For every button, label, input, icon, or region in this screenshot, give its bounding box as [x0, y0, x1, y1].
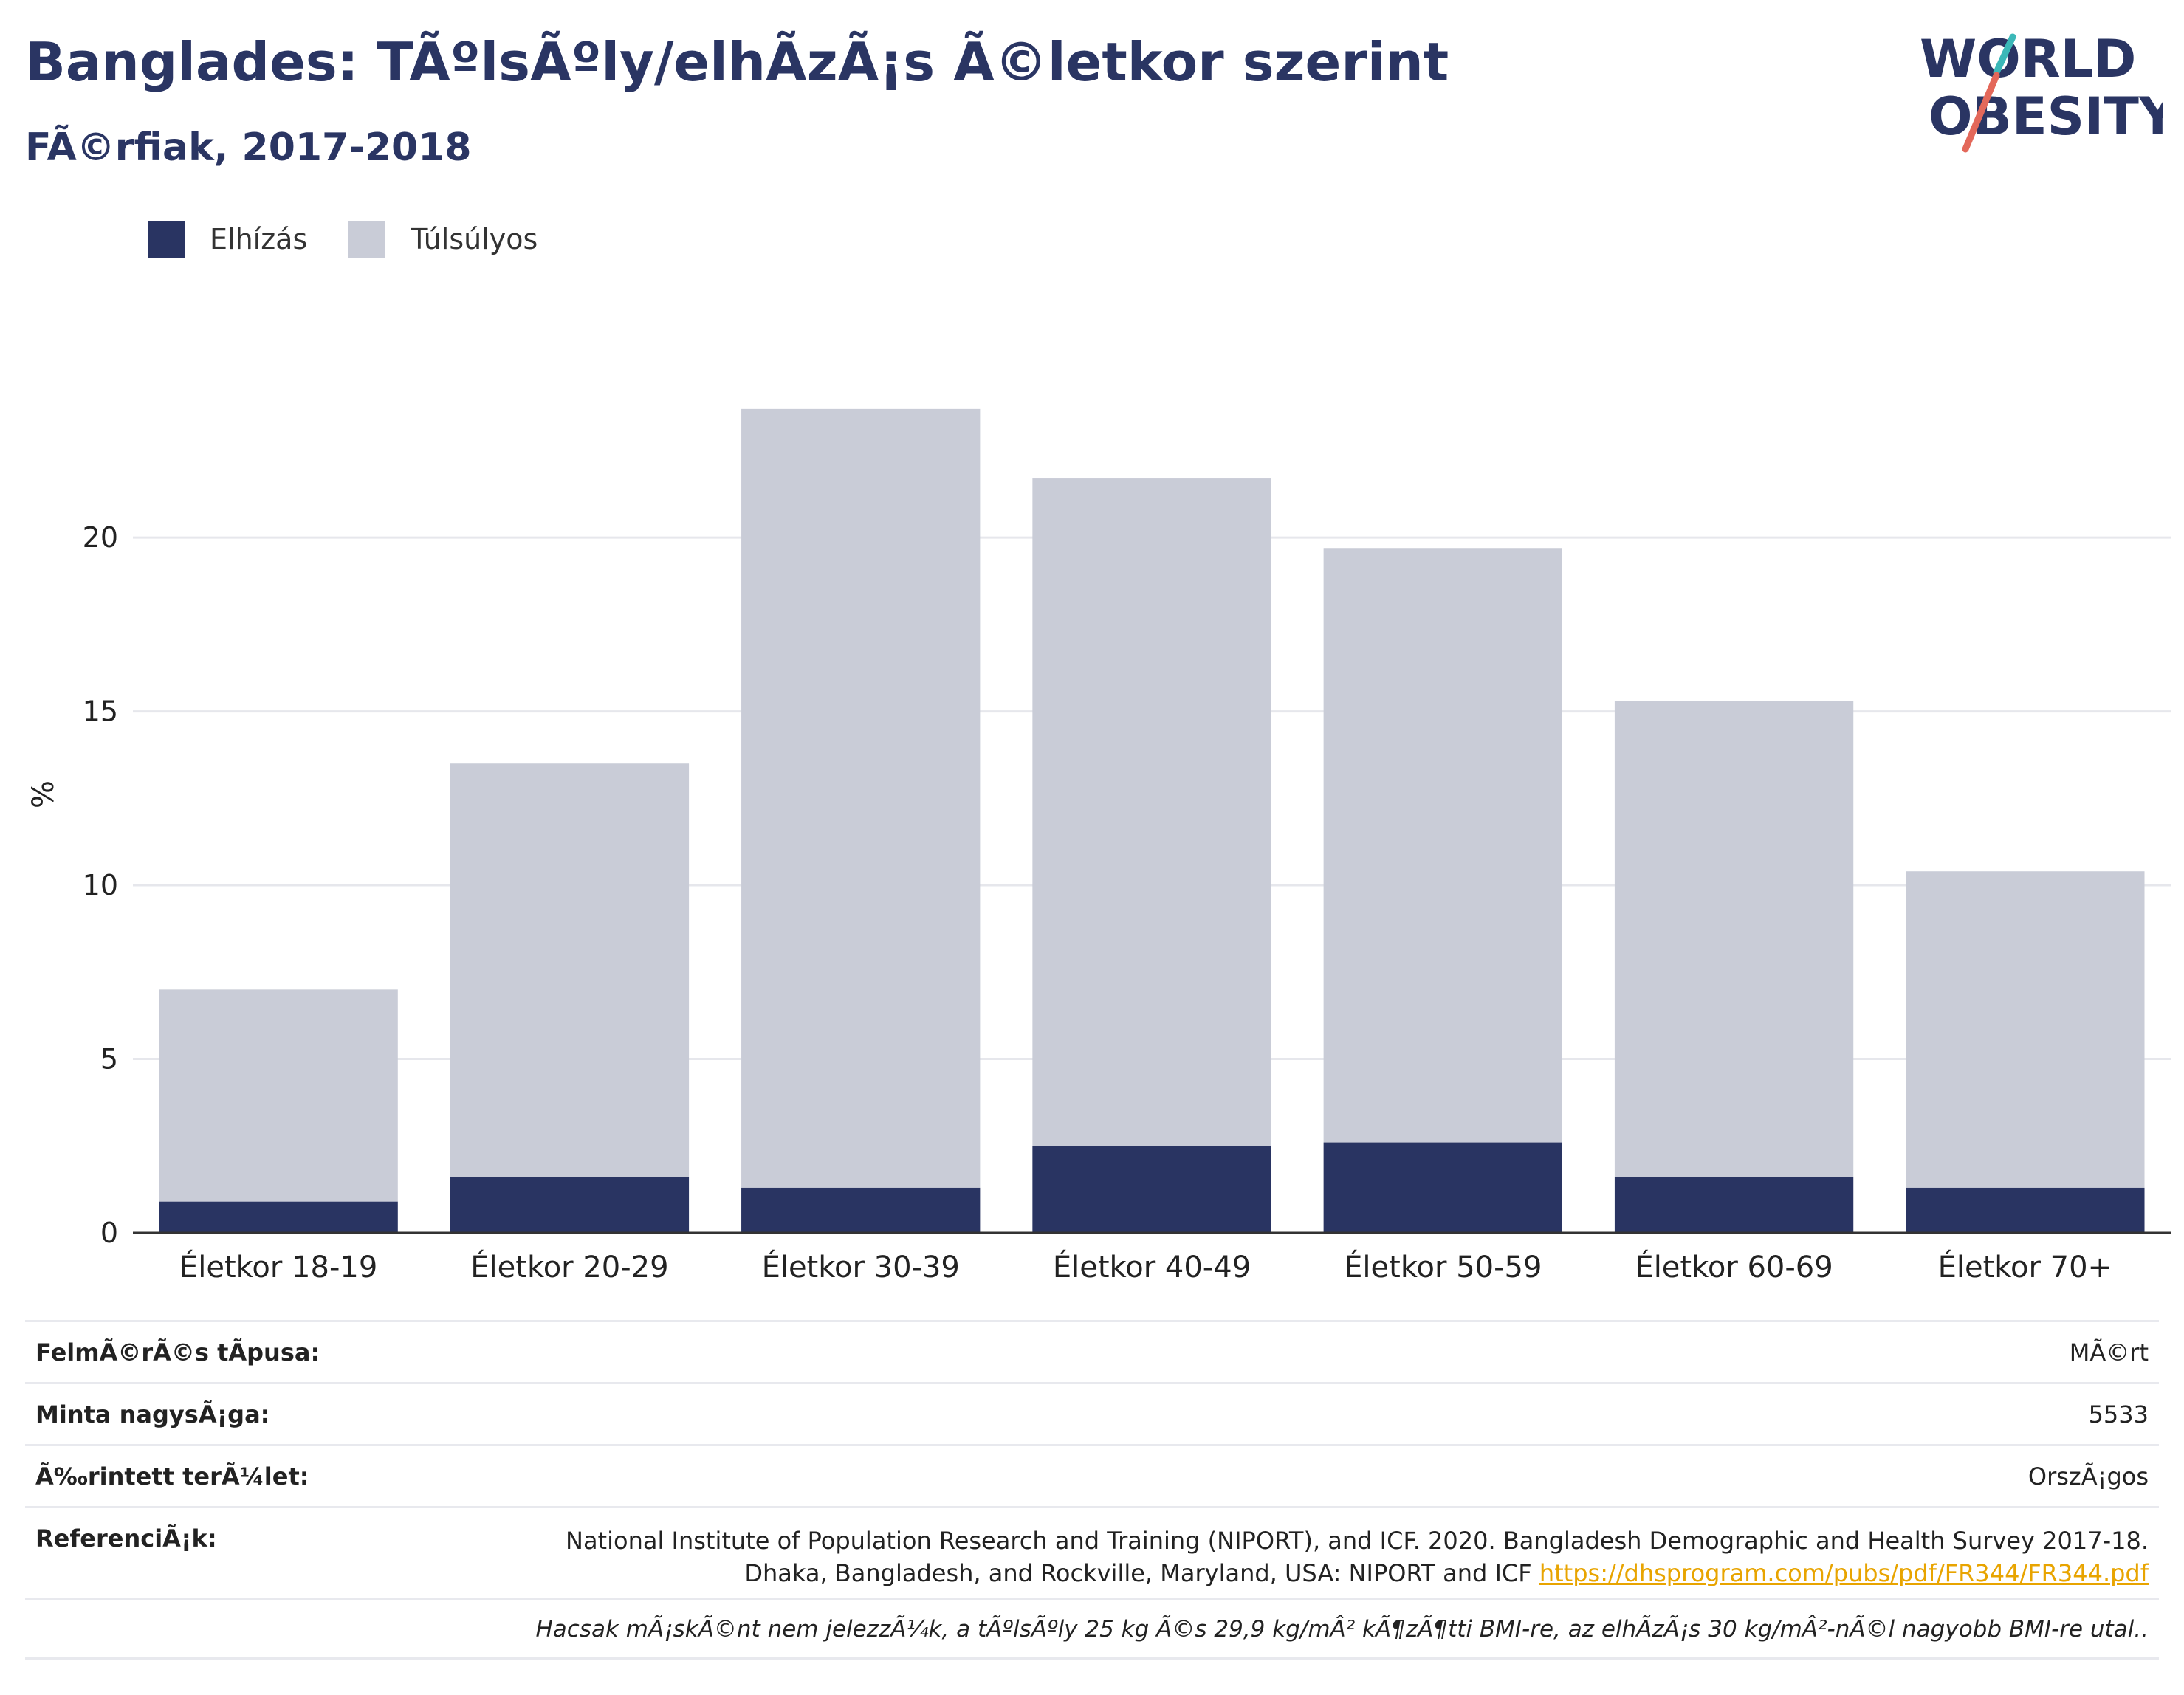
bar-obesity-1 [450, 1177, 690, 1233]
bar-overweight-1 [450, 763, 690, 1177]
bar-obesity-6 [1906, 1187, 2145, 1233]
survey-type-label: FelmÃ©rÃ©s tÃpusa: [35, 1338, 320, 1366]
reference-link[interactable]: https://dhsprogram.com/pubs/pdf/FR344/FR… [1539, 1559, 2149, 1587]
survey-info-table: FelmÃ©rÃ©s tÃpusa: MÃ©rt Minta nagysÃ¡ga… [25, 1320, 2159, 1660]
logo-slash-red [1962, 72, 2000, 153]
bar-obesity-3 [1032, 1146, 1271, 1233]
info-row-note: Hacsak mÃ¡skÃ©nt nem jelezzÃ¼k, a tÃºlsÃ… [25, 1598, 2159, 1660]
sample-size-label: Minta nagysÃ¡ga: [35, 1400, 270, 1428]
x-tick-label-3: Életkor 40-49 [1053, 1249, 1251, 1285]
info-row-survey-type: FelmÃ©rÃ©s tÃpusa: MÃ©rt [25, 1320, 2159, 1382]
y-tick-label-0: 0 [100, 1217, 118, 1249]
legend-item-obesity[interactable]: Elhízás [148, 221, 307, 258]
sample-size-value: 5533 [2088, 1400, 2149, 1428]
bar-obesity-0 [159, 1201, 398, 1233]
info-row-references: ReferenciÃ¡k: National Institute of Popu… [25, 1506, 2159, 1598]
x-tick-label-4: Életkor 50-59 [1344, 1249, 1542, 1285]
legend-swatch-overweight [348, 221, 386, 258]
legend: Elhízás Túlsúlyos [148, 219, 579, 260]
references-label: ReferenciÃ¡k: [35, 1524, 217, 1553]
bar-overweight-2 [741, 408, 981, 1188]
y-tick-label-20: 20 [83, 521, 118, 554]
reference-line-1: National Institute of Population Researc… [566, 1527, 2149, 1555]
y-axis-title: % [27, 780, 61, 808]
logo-slash-teal [1993, 33, 2016, 76]
references-value: National Institute of Population Researc… [566, 1524, 2149, 1589]
chart-title: Banglades: TÃºlsÃºly/elhÃ­zÃ¡s Ã©letkor … [25, 31, 1449, 93]
info-row-area: Ã‰rintett terÃ¼let: OrszÃ¡gos [25, 1444, 2159, 1506]
x-tick-label-5: Életkor 60-69 [1635, 1249, 1833, 1285]
legend-label-obesity: Elhízás [210, 223, 308, 255]
y-tick-label-15: 15 [83, 695, 118, 728]
legend-swatch-obesity [148, 221, 185, 258]
chart-subtitle: FÃ©rfiak, 2017-2018 [25, 126, 472, 170]
bar-overweight-3 [1032, 478, 1271, 1146]
bar-obesity-5 [1614, 1177, 1854, 1233]
y-tick-label-10: 10 [83, 869, 118, 901]
bar-overweight-6 [1906, 871, 2145, 1188]
y-tick-label-5: 5 [100, 1043, 118, 1076]
info-row-sample-size: Minta nagysÃ¡ga: 5533 [25, 1382, 2159, 1444]
x-tick-label-1: Életkor 20-29 [470, 1249, 668, 1285]
legend-label-overweight: Túlsúlyos [411, 223, 538, 255]
bar-overweight-4 [1323, 548, 1562, 1143]
reference-line-2: Dhaka, Bangladesh, and Rockville, Maryla… [566, 1557, 2149, 1589]
x-tick-label-0: Életkor 18-19 [179, 1249, 377, 1285]
bar-overweight-0 [159, 989, 398, 1202]
area-label: Ã‰rintett terÃ¼let: [35, 1462, 309, 1491]
bar-obesity-2 [741, 1187, 981, 1233]
survey-type-value: MÃ©rt [2069, 1338, 2149, 1366]
reference-line-2-text: Dhaka, Bangladesh, and Rockville, Maryla… [744, 1559, 1532, 1587]
x-tick-label-6: Életkor 70+ [1938, 1249, 2112, 1285]
bar-chart: 0 5 10 15 20% Életkor 18-19 Életkor 20-29 Életk… [27, 408, 2171, 1285]
bar-obesity-4 [1323, 1142, 1562, 1233]
area-value: OrszÃ¡gos [2027, 1462, 2149, 1491]
definition-note: Hacsak mÃ¡skÃ©nt nem jelezzÃ¼k, a tÃºlsÃ… [535, 1616, 2149, 1643]
legend-item-overweight[interactable]: Túlsúlyos [348, 221, 538, 258]
bar-overweight-5 [1614, 701, 1854, 1177]
world-obesity-logo: WORLD OBESITY [1920, 31, 2163, 153]
x-tick-label-2: Életkor 30-39 [762, 1249, 960, 1285]
logo-word-world: WORLD [1920, 31, 2136, 89]
